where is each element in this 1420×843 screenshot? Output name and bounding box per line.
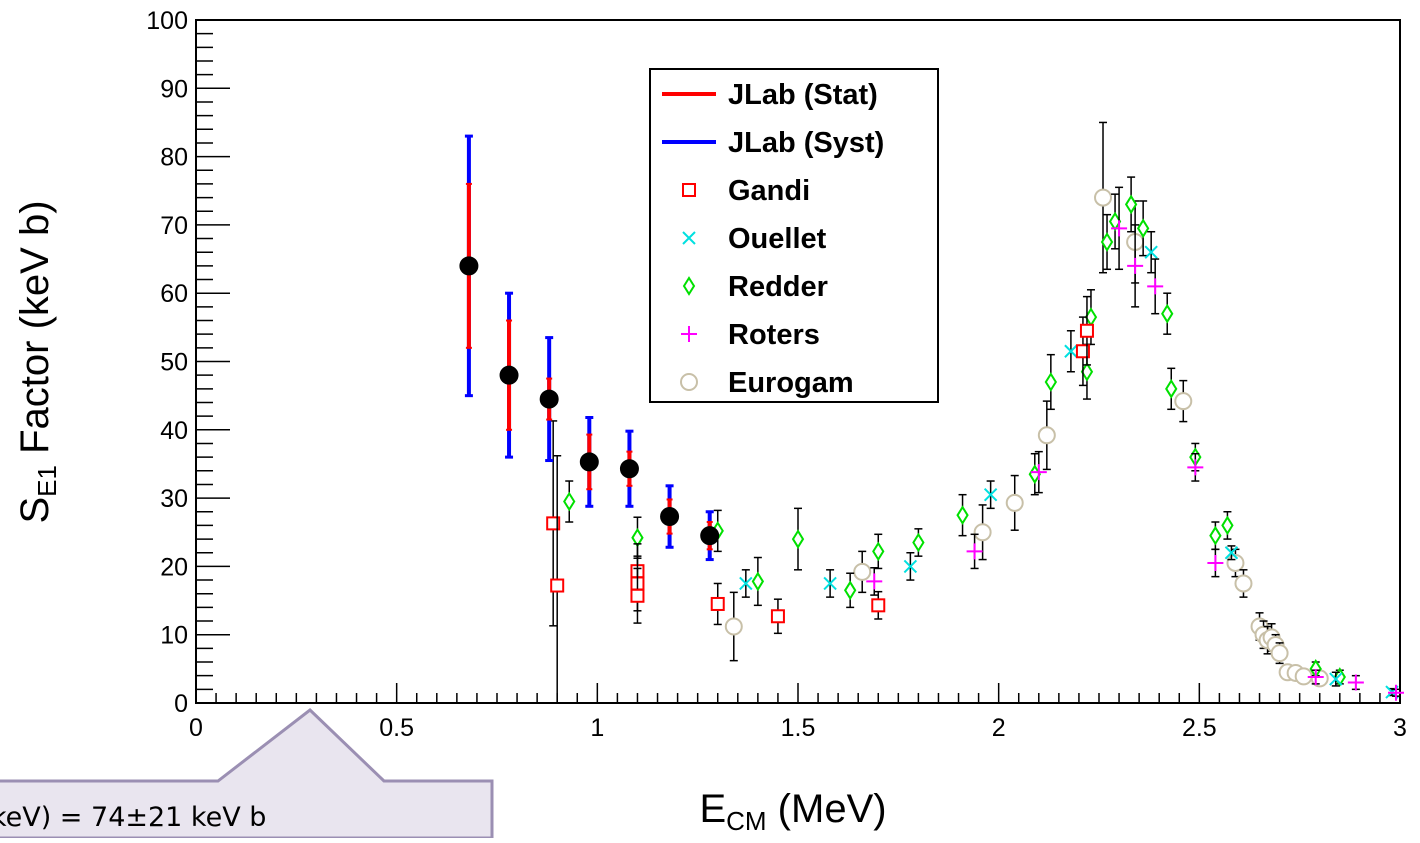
data-point-gandi [871, 598, 886, 613]
data-point-roters [1187, 459, 1204, 476]
data-point-ouellet [983, 487, 998, 502]
x-tick-label: 2.5 [1182, 714, 1217, 742]
data-point-jlab [579, 452, 599, 472]
x-tick-label: 2 [992, 714, 1006, 742]
y-tick-label: 100 [146, 7, 188, 35]
data-point-redder [1044, 372, 1058, 392]
data-point-roters [1387, 684, 1404, 701]
legend-marker-3 [682, 231, 696, 245]
data-point-ouellet [903, 559, 918, 574]
legend-label: JLab (Syst) [728, 127, 884, 159]
x-tick-label: 0 [189, 714, 203, 742]
y-tick-label: 40 [160, 417, 188, 445]
x-tick-label: 1.5 [781, 714, 816, 742]
data-point-gandi [710, 596, 725, 611]
legend-marker-6 [680, 373, 698, 391]
data-point-redder [563, 491, 576, 512]
data-point-gandi [770, 609, 785, 624]
legend-marker-5 [681, 326, 697, 342]
y-tick-label: 60 [160, 280, 188, 308]
legend: JLab (Stat) JLab (Syst) Gandi Ouellet Redder… [649, 68, 939, 403]
data-point-gandi [550, 578, 565, 593]
data-point-redder [751, 571, 765, 592]
y-tick-label: 90 [160, 75, 188, 103]
data-point-jlab [619, 459, 639, 479]
legend-label: Roters [728, 319, 820, 351]
data-point-eurogam [724, 617, 743, 636]
data-point-ouellet [1224, 546, 1239, 560]
data-point-jlab [660, 507, 680, 527]
data-point-redder [912, 532, 925, 553]
y-tick-label: 80 [160, 144, 188, 172]
data-point-jlab [539, 389, 559, 409]
data-point-ouellet [739, 576, 753, 591]
data-point-jlab [700, 526, 720, 546]
series-gandi [546, 295, 1094, 704]
x-tick-label: 0.5 [379, 714, 414, 742]
y-tick-label: 10 [160, 622, 188, 650]
data-point-roters [1347, 674, 1364, 691]
data-point-eurogam [1005, 493, 1024, 512]
data-point-jlab [459, 256, 479, 276]
legend-label: Gandi [728, 175, 810, 207]
y-tick-label: 30 [160, 485, 188, 513]
data-point-roters [1127, 257, 1144, 274]
legend-label: JLab (Stat) [728, 79, 878, 111]
data-point-redder [1161, 303, 1174, 324]
data-point-roters [866, 573, 883, 590]
legend-label: Redder [728, 271, 828, 303]
x-axis-title: ECM (MeV) [699, 787, 886, 836]
data-point-redder [956, 505, 969, 526]
data-point-gandi [1075, 344, 1090, 359]
data-point-redder [1209, 525, 1222, 546]
data-point-eurogam [1037, 426, 1056, 445]
data-point-eurogam [1174, 392, 1193, 411]
series-eurogam [724, 121, 1329, 688]
data-point-roters [1111, 220, 1128, 237]
data-point-roters [966, 543, 983, 560]
data-point-redder [1165, 378, 1178, 399]
data-point-redder [872, 541, 885, 562]
data-point-gandi [1079, 323, 1094, 338]
data-point-ouellet [1064, 344, 1078, 358]
y-tick-label: 0 [174, 690, 188, 718]
data-point-roters [1030, 464, 1047, 481]
data-point-redder [1221, 515, 1234, 536]
data-point-eurogam [973, 523, 992, 542]
data-point-eurogam [1234, 574, 1253, 593]
data-point-roters [1147, 278, 1164, 295]
y-tick-label: 20 [160, 553, 188, 581]
data-point-redder [1100, 232, 1114, 252]
x-tick-label: 1 [590, 714, 604, 742]
legend-box [649, 68, 939, 403]
data-point-ouellet [823, 576, 837, 591]
data-point-eurogam [1270, 644, 1289, 663]
y-tick-label: 70 [160, 212, 188, 240]
data-point-redder [791, 529, 805, 549]
data-point-roters [1307, 669, 1324, 686]
series-roters [866, 186, 1404, 701]
data-point-eurogam [1094, 188, 1113, 207]
legend-marker-4 [682, 276, 696, 296]
y-tick-label: 50 [160, 349, 188, 377]
y-axis-title: SE1 Factor (keV b) [13, 200, 62, 523]
legend-label: Eurogam [728, 367, 854, 399]
data-point-redder [1136, 218, 1150, 239]
data-point-roters [1207, 554, 1224, 571]
legend-label: Ouellet [728, 223, 827, 255]
callout-text: 00 keV) = 74±21 keV b [0, 802, 267, 833]
x-tick-label: 3 [1393, 714, 1407, 742]
data-point-ouellet [1329, 672, 1343, 686]
data-point-gandi [630, 588, 645, 603]
data-point-redder [1124, 194, 1138, 215]
data-point-ouellet [1144, 245, 1158, 259]
data-point-gandi [546, 516, 561, 531]
series-jlab [459, 134, 720, 562]
data-point-eurogam [853, 562, 872, 581]
data-point-redder [843, 580, 857, 601]
data-point-jlab [499, 365, 519, 385]
legend-marker-2 [682, 183, 696, 197]
